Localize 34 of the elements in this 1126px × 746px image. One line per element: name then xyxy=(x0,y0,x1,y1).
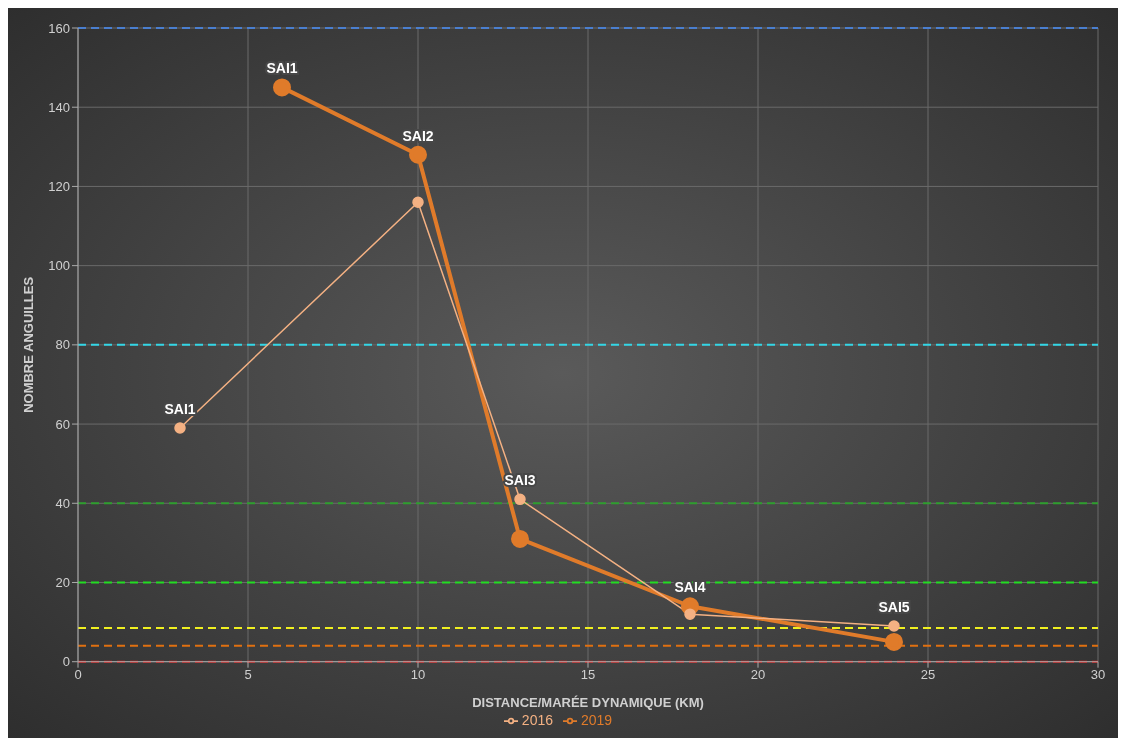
x-tick-label: 5 xyxy=(244,666,252,682)
annotation: SAI1 xyxy=(266,60,298,77)
x-tick-label: 20 xyxy=(750,666,766,682)
annotation: SAI1 xyxy=(164,401,196,418)
legend-label: 2019 xyxy=(581,711,613,728)
point xyxy=(174,422,186,434)
legend-label: 2016 xyxy=(521,711,553,728)
y-tick-label: 140 xyxy=(48,99,70,115)
point xyxy=(511,529,529,548)
annotation: SAI4 xyxy=(674,579,706,596)
x-tick-label: 10 xyxy=(410,666,426,682)
x-tick-label: 0 xyxy=(74,666,82,682)
annotation: SAI5 xyxy=(878,599,910,616)
x-tick-label: 30 xyxy=(1090,666,1106,682)
y-tick-label: 80 xyxy=(55,337,70,353)
y-axis-title: NOMBRE ANGUILLES xyxy=(20,276,36,413)
point xyxy=(885,632,903,651)
x-tick-label: 15 xyxy=(580,666,596,682)
point xyxy=(412,196,424,209)
y-tick-label: 40 xyxy=(55,495,70,511)
point xyxy=(514,493,526,506)
y-tick-label: 100 xyxy=(48,258,70,274)
x-tick-label: 25 xyxy=(920,666,936,682)
annotation: SAI2 xyxy=(402,127,434,144)
y-tick-label: 20 xyxy=(55,575,70,591)
y-tick-label: 120 xyxy=(48,179,70,195)
point xyxy=(888,620,900,632)
point xyxy=(684,608,696,620)
y-tick-label: 160 xyxy=(48,20,70,36)
point xyxy=(273,78,291,97)
y-tick-label: 60 xyxy=(55,416,70,432)
y-tick-label: 0 xyxy=(62,654,70,670)
x-axis-title: DISTANCE/MARÉE DYNAMIQUE (KM) xyxy=(472,694,704,710)
point xyxy=(409,145,427,164)
